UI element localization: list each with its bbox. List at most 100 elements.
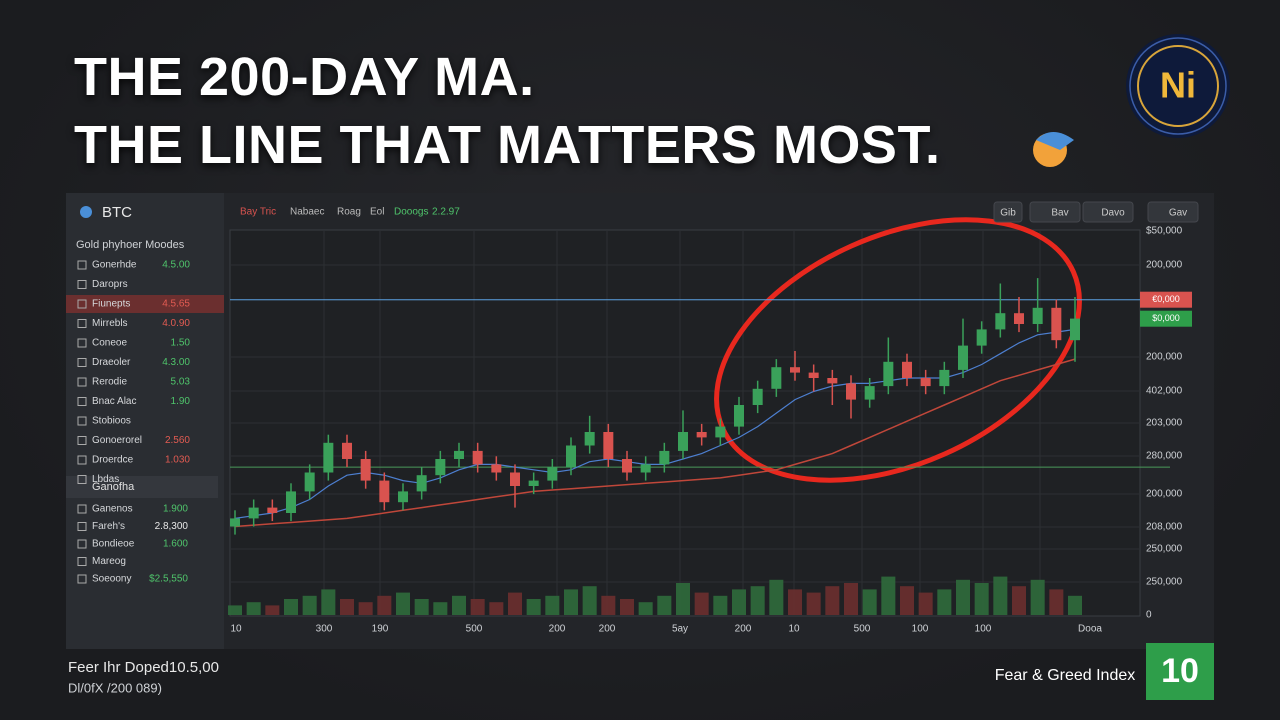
x-tick-label: 100 — [975, 624, 992, 635]
logo-text: Ni — [1160, 65, 1196, 106]
row-label: Gonoerorel — [92, 435, 142, 446]
candle-body — [286, 491, 296, 513]
candle-body — [528, 480, 539, 486]
price-tag — [1140, 310, 1192, 327]
candle-body — [566, 445, 576, 468]
sidebar-heading: Gold phyhoer Moodes — [76, 239, 185, 251]
row-value: 5.03 — [171, 377, 191, 388]
candle-body — [547, 467, 558, 481]
title-line: THE 200-DAY MA. — [74, 47, 535, 107]
volume-bar — [694, 592, 709, 615]
volume-bar — [881, 576, 896, 615]
row-icon — [77, 522, 87, 531]
y-tick-label: 208,000 — [1146, 522, 1183, 533]
volume-bar — [993, 576, 1008, 615]
row-icon — [77, 416, 87, 426]
moving-average — [234, 328, 1076, 519]
volume-bar — [732, 589, 746, 615]
row-icon — [77, 299, 87, 309]
row-icon — [77, 539, 87, 549]
asset: BTC — [102, 204, 132, 221]
index-value: 10 — [1161, 652, 1199, 690]
row-label: Rerodie — [92, 377, 127, 388]
y-tick-label: 0 — [1146, 610, 1152, 621]
volume-bar — [284, 599, 298, 615]
candle-body — [342, 442, 352, 459]
row-value: 1.030 — [165, 455, 190, 466]
candle-body — [976, 329, 987, 346]
volume-bar — [321, 589, 336, 615]
section-header — [66, 476, 218, 498]
logo: Ni — [1126, 34, 1230, 138]
candle-body — [248, 507, 259, 519]
row-label: Lbdas — [92, 474, 119, 485]
candle-body — [398, 491, 408, 503]
x-tick-label: 200 — [735, 624, 752, 635]
volume-bar — [825, 586, 840, 615]
sidebar — [66, 193, 224, 649]
volume-bar — [956, 579, 970, 615]
volume-bar — [377, 595, 392, 615]
x-tick-label: 200 — [549, 624, 566, 635]
candle-body — [1014, 313, 1024, 324]
candle-body — [939, 369, 950, 387]
y-tick-label: 200,000 — [1146, 489, 1183, 500]
toolbar-tab: Dooogs — [394, 207, 428, 218]
row-icon — [77, 475, 87, 484]
volume-bar — [806, 592, 821, 615]
volume-bar — [638, 602, 653, 615]
candle-body — [678, 432, 688, 451]
volume-bar — [265, 605, 280, 615]
volume-bar — [750, 586, 765, 615]
icon — [1033, 132, 1074, 167]
x-tick-label: Dooa — [1078, 624, 1102, 635]
volume-bar — [937, 589, 952, 615]
candle-body — [472, 450, 483, 465]
row-label: Stobioos — [92, 416, 131, 427]
toolbar-button-label: Gav — [1169, 208, 1187, 219]
price-tag — [1140, 291, 1192, 308]
row-value: 4.3.00 — [162, 357, 190, 368]
y-tick-label: 250,000 — [1146, 577, 1183, 588]
x-tick-label: 300 — [316, 624, 333, 635]
row-value: 1.50 — [171, 338, 191, 349]
candle-body — [790, 367, 800, 373]
row-icon — [77, 280, 87, 289]
candle-body — [454, 450, 464, 459]
volume-bar — [1012, 586, 1026, 615]
row-label: Bnac Alac — [92, 396, 136, 407]
row-value: $2.5,550 — [149, 574, 188, 585]
toolbar-button — [993, 201, 1023, 223]
row-icon — [77, 358, 87, 367]
row-icon — [77, 397, 87, 406]
candle-body — [510, 472, 520, 486]
row-highlight — [66, 295, 224, 313]
y-tick-label: 203,000 — [1146, 418, 1183, 429]
volume-bar — [1030, 579, 1045, 615]
toolbar-tab: Bay Tric — [240, 207, 276, 218]
volume-bar — [396, 592, 410, 615]
volume-bar — [340, 599, 354, 615]
volume-bar — [526, 599, 541, 615]
row-label: Ganenos — [92, 504, 133, 515]
candle-body — [1032, 307, 1043, 324]
volume-bar — [676, 583, 690, 615]
row-value: 4.5.00 — [162, 260, 190, 271]
toolbar-button-label: Gib — [1000, 208, 1016, 219]
toolbar-button-label: Davo — [1101, 208, 1125, 219]
candle-body — [864, 386, 875, 400]
volume-bar — [844, 583, 858, 615]
x-tick-label: 5ay — [672, 624, 688, 635]
candle-body — [958, 345, 968, 370]
candle-body — [230, 518, 240, 527]
candle-body — [267, 507, 278, 513]
candle-body — [360, 459, 371, 481]
asset-icon — [80, 206, 92, 218]
row-label: Coneoe — [92, 338, 127, 349]
x-tick-label: 500 — [854, 624, 871, 635]
candle-body — [323, 442, 334, 473]
row-icon — [77, 260, 87, 270]
candle-body — [603, 432, 614, 459]
row-label: Daroprs — [92, 279, 128, 290]
